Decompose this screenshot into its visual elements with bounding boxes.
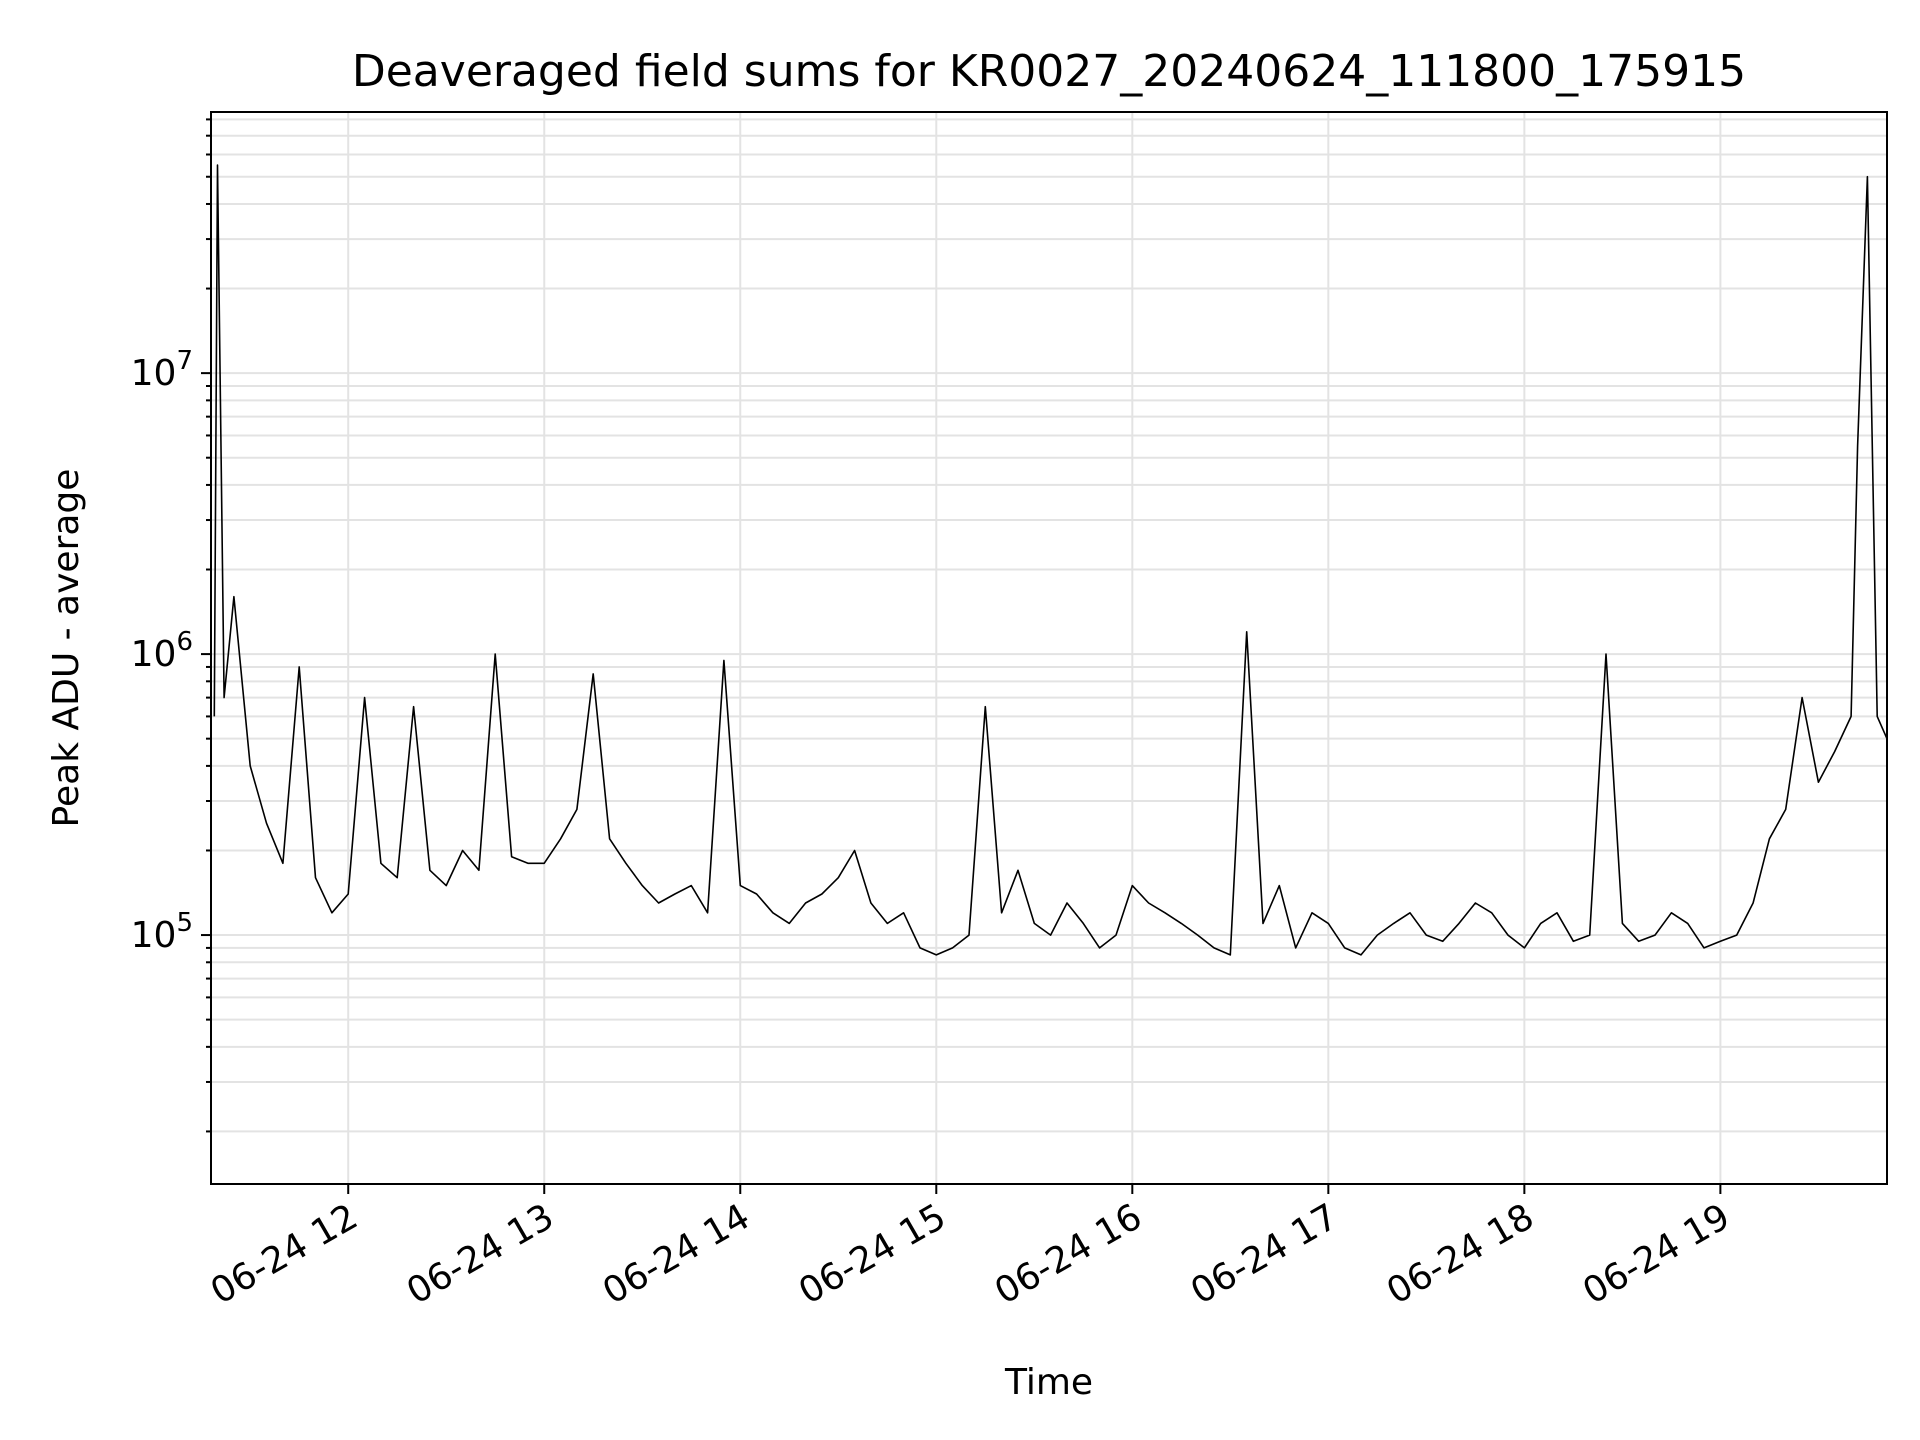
grid bbox=[211, 112, 1887, 1184]
chart-title: Deaveraged field sums for KR0027_2024062… bbox=[352, 46, 1746, 97]
y-axis: 105 106 107 bbox=[131, 118, 211, 1133]
x-axis-label: Time bbox=[1004, 1362, 1093, 1403]
data-layer bbox=[213, 164, 1888, 956]
y-axis-label: Peak ADU - average bbox=[46, 469, 87, 828]
y-tick-label: 107 bbox=[131, 346, 193, 394]
y-tick-label: 105 bbox=[131, 908, 193, 956]
y-tick-label: 106 bbox=[131, 627, 193, 675]
series-line bbox=[213, 164, 1888, 956]
plot-frame bbox=[210, 111, 1888, 1185]
